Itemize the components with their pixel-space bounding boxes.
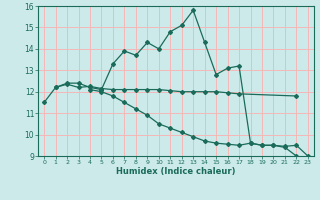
X-axis label: Humidex (Indice chaleur): Humidex (Indice chaleur) — [116, 167, 236, 176]
